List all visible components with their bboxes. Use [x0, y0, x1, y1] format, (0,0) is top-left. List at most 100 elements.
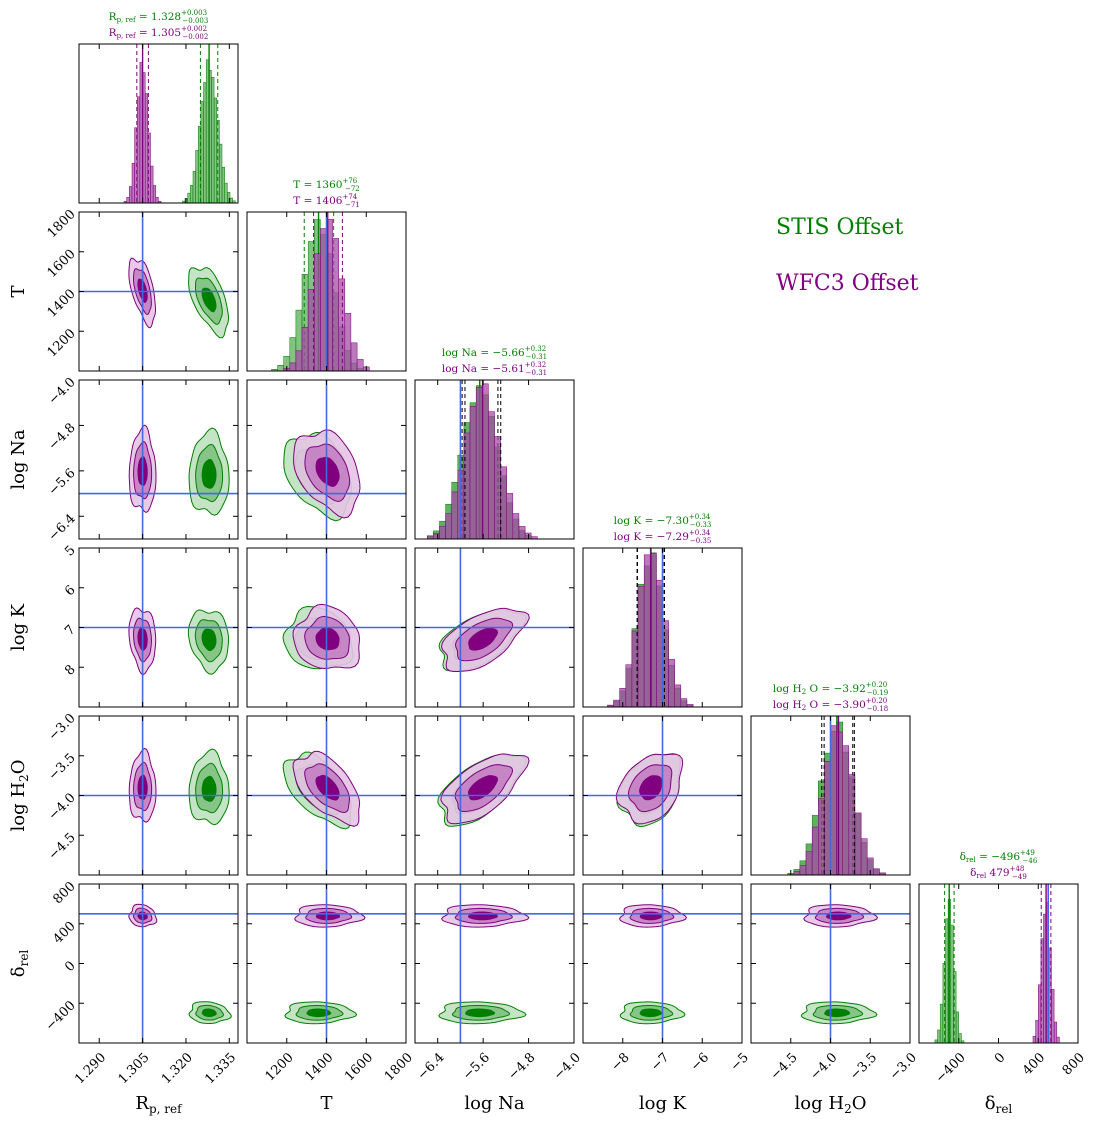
hist-bar — [879, 872, 886, 875]
contour — [467, 775, 499, 801]
y-tick-label: −3.5 — [46, 751, 79, 784]
x-tick-label: 1200 — [263, 1050, 297, 1084]
panel-rp-vs-T: 1200 1400 1600 1800 T — [8, 207, 239, 372]
hist-bar — [836, 731, 843, 875]
x-tick-label: −3.0 — [887, 1050, 920, 1083]
hist-bar — [445, 513, 452, 539]
x-tick-label: −3.5 — [847, 1050, 880, 1083]
hist-bar — [953, 971, 957, 1043]
hist-bar — [433, 533, 440, 539]
hist-bar — [824, 761, 831, 875]
title-wfc3: log Na = −5.61+0.32 −0.31 — [442, 361, 547, 377]
x-tick-label: −7 — [648, 1050, 672, 1074]
hist-bar — [1051, 989, 1055, 1043]
hist-bar — [314, 253, 321, 371]
y-tick-label: −400 — [43, 998, 79, 1034]
hist-bar — [277, 365, 284, 371]
hist-bar — [643, 554, 651, 707]
hist-bar — [232, 200, 236, 203]
hist-bar — [842, 745, 850, 875]
title-wfc3: δrel 479+48 −49 — [970, 865, 1027, 881]
x-tick-label: 1.320 — [159, 1050, 196, 1087]
y-axis-label: log K — [8, 603, 29, 651]
y-tick-label: 7 — [62, 623, 78, 639]
panel-frame — [414, 379, 575, 540]
contour — [315, 774, 340, 801]
hist-bar — [219, 143, 223, 203]
y-tick-label: 0 — [62, 959, 78, 975]
panel-frame — [78, 379, 239, 540]
hist-bar — [195, 150, 199, 203]
x-axis-label: Rp, ref — [135, 1093, 183, 1116]
hist-bar — [494, 436, 501, 539]
y-axis-label: log Na — [8, 429, 29, 490]
contour — [468, 627, 499, 651]
x-tick-label: 400 — [1020, 1050, 1048, 1078]
hist-bar — [637, 586, 645, 707]
hist-bar — [131, 162, 135, 203]
hist-bar — [1038, 984, 1042, 1043]
hist-bar — [860, 838, 868, 875]
contour — [315, 627, 340, 651]
hist-bar — [229, 197, 233, 203]
hist-bar — [818, 798, 825, 875]
hist-bar — [469, 406, 477, 539]
x-tick-label: −5 — [728, 1050, 752, 1074]
hist-bar — [1053, 1021, 1058, 1043]
panel-T-hist: T = 1360+76 −72T = 1406+74 −71 — [246, 177, 407, 372]
panel-T-vs-delta: 1200 1400 1600 1800 T — [246, 883, 416, 1114]
hist-bar — [439, 525, 446, 539]
hist-bar — [200, 101, 204, 203]
panel-k-vs-h2o — [582, 715, 743, 876]
y-tick-label: 8 — [62, 662, 78, 678]
hist-bar — [344, 312, 352, 371]
x-tick-label: −6 — [688, 1050, 712, 1074]
hist-bar — [518, 526, 526, 539]
y-tick-label: 1800 — [45, 207, 79, 241]
hist-bar — [656, 579, 663, 707]
hist-bar — [190, 185, 194, 203]
hist-bar — [950, 924, 954, 1043]
hist-bar — [475, 387, 483, 539]
y-tick-label: 6 — [62, 583, 78, 599]
hist-bar — [955, 1011, 959, 1043]
hist-bar — [873, 868, 880, 875]
x-tick-label: −400 — [933, 1050, 969, 1086]
hist-bar — [686, 704, 694, 707]
hist-bar — [129, 186, 133, 203]
x-tick-label: 0 — [992, 1050, 1008, 1066]
hist-bar — [320, 228, 327, 371]
contour — [306, 1008, 332, 1018]
hist-bar — [158, 201, 162, 203]
hist-bar — [512, 513, 520, 539]
panel-T-vs-na — [246, 379, 407, 540]
hist-bar — [854, 812, 862, 875]
hist-bar — [506, 493, 514, 539]
hist-bar — [213, 97, 217, 203]
title-wfc3: log H2 O = −3.90+0.20 −0.18 — [773, 697, 888, 713]
x-tick-label: 1800 — [382, 1050, 416, 1084]
panel-na-vs-h2o — [414, 715, 575, 876]
y-axis-label: T — [8, 285, 29, 297]
x-axis-label: log H2O — [795, 1093, 867, 1116]
title-stis: Rp, ref = 1.328+0.003 −0.003 — [109, 9, 209, 25]
hist-bar — [338, 278, 346, 371]
hist-bar — [150, 165, 154, 203]
hist-bar — [680, 698, 688, 707]
y-tick-label: −4.5 — [46, 830, 79, 863]
hist-bar — [488, 411, 495, 539]
x-tick-label: −4.0 — [551, 1050, 584, 1083]
legend-entry: WFC3 Offset — [776, 271, 919, 296]
hist-bar — [187, 192, 191, 203]
y-tick-label: −3.0 — [46, 711, 79, 744]
hist-bar — [307, 289, 315, 371]
x-tick-label: 1.290 — [72, 1050, 109, 1087]
legend-entry: STIS Offset — [776, 215, 903, 240]
x-tick-label: −4.8 — [506, 1050, 539, 1083]
x-tick-label: −4.0 — [807, 1050, 840, 1083]
hist-bar — [668, 659, 675, 707]
hist-bar — [866, 857, 874, 875]
